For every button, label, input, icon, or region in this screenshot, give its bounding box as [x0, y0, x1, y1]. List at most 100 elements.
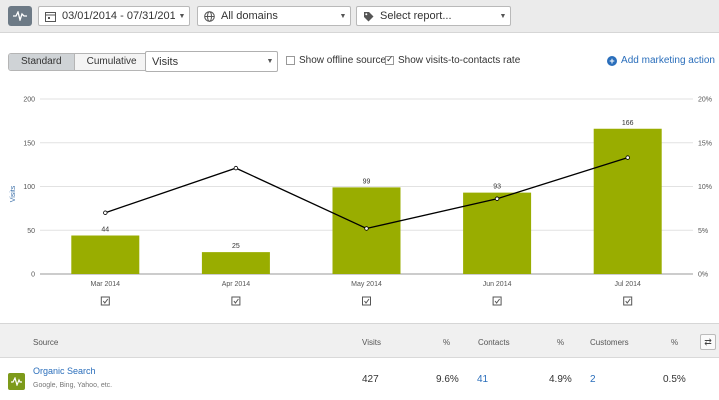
offline-sources-checkbox[interactable]: Show offline sources [286, 55, 391, 66]
y2-tick-label: 0% [698, 272, 708, 279]
calendar-check-icon [100, 296, 110, 306]
x-tick-label: Jun 2014 [483, 281, 512, 288]
bar-value-label: 99 [363, 178, 371, 185]
x-tick-label: May 2014 [351, 281, 382, 288]
swap-columns-icon[interactable]: ⇄ [700, 334, 716, 350]
contacts-link[interactable]: 41 [477, 374, 489, 385]
bar [463, 192, 532, 274]
bar [71, 235, 140, 274]
globe-icon [203, 10, 215, 22]
chevron-down-icon: ▼ [339, 12, 347, 20]
chevron-down-icon: ▼ [266, 58, 274, 65]
y2-tick-label: 5% [698, 228, 708, 235]
source-description: Google, Bing, Yahoo, etc. [33, 382, 113, 389]
metric-value: Visits [152, 55, 179, 68]
icon-frame [362, 296, 371, 306]
source-name-link[interactable]: Organic Search [33, 366, 96, 376]
add-marketing-action-label: Add marketing action [621, 55, 715, 66]
sources-table: Source Visits % Contacts % Customers % ⇄… [0, 323, 719, 400]
calendar-check-icon [362, 296, 371, 306]
plus-circle-icon: + [607, 55, 618, 66]
visits-chart: 0 50 100 150 200 0% 5% 10% 15% 20% Visits 44 25 99… [10, 97, 712, 306]
rate-point [233, 165, 239, 171]
sources-pulse-icon[interactable] [8, 6, 32, 26]
header-visits-pct[interactable]: % [443, 338, 451, 347]
customers-link[interactable]: 2 [590, 374, 596, 385]
date-range-dropdown[interactable]: 03/01/2014 - 07/31/2014 ... ▼ [38, 6, 190, 26]
standard-button[interactable]: Standard [9, 54, 75, 70]
metric-select[interactable]: Visits ▼ [145, 51, 278, 72]
checkbox-unchecked[interactable] [286, 56, 295, 65]
right-axis-ticks: 0% 5% 10% 15% 20% [698, 97, 712, 279]
left-axis-ticks: 0 50 100 150 200 [23, 97, 35, 279]
bar-series [71, 128, 662, 274]
add-marketing-action-link[interactable]: + Add marketing action [607, 55, 715, 66]
header-visits[interactable]: Visits [362, 338, 381, 347]
x-tick-label: Jul 2014 [614, 281, 641, 288]
bar-value-label: 25 [232, 243, 240, 250]
icon-frame [623, 296, 633, 306]
date-range-value: 03/01/2014 - 07/31/2014 ... [62, 10, 175, 22]
rate-point [103, 210, 108, 215]
checkbox-checked[interactable] [385, 54, 394, 65]
domains-value: All domains [221, 10, 278, 22]
visits-pct-cell: 9.6% [436, 374, 459, 385]
icon-frame [492, 296, 502, 306]
header-contacts-pct[interactable]: % [557, 338, 565, 347]
bar-data-labels: 44 25 99 93 166 [101, 120, 633, 250]
report-value: Select report... [380, 10, 452, 22]
rate-point [364, 226, 369, 231]
y2-tick-label: 20% [698, 97, 712, 104]
calendar-icon [44, 10, 56, 22]
header-source[interactable]: Source [33, 338, 59, 347]
rate-line-series [103, 155, 630, 231]
customers-pct-cell: 0.5% [663, 374, 686, 385]
icon-check [625, 298, 631, 304]
bar [201, 252, 270, 274]
x-axis-ticks: Mar 2014 Apr 2014 May 2014 Jun 2014 Jul 2014 [91, 281, 642, 288]
filter-bar: 03/01/2014 - 07/31/2014 ... ▼ All domain… [0, 0, 719, 33]
organic-search-icon [8, 373, 25, 390]
bar [593, 128, 662, 274]
bar-value-label: 166 [622, 120, 634, 127]
calendar-check-icon [623, 296, 633, 306]
visits-rate-label: Show visits-to-contacts rate [398, 55, 521, 66]
chevron-down-icon: ▼ [178, 12, 186, 20]
cumulative-button[interactable]: Cumulative [74, 54, 149, 70]
icon-check [102, 298, 109, 304]
table-header: Source Visits % Contacts % Customers % ⇄ [0, 324, 719, 358]
offline-sources-label: Show offline sources [299, 55, 392, 66]
view-mode-toggle: Standard Cumulative [8, 53, 150, 71]
y-tick-label: 200 [23, 97, 35, 104]
rate-point [625, 155, 630, 160]
y-tick-label: 100 [23, 184, 35, 191]
header-contacts[interactable]: Contacts [478, 338, 510, 347]
visits-rate-checkbox[interactable]: Show visits-to-contacts rate [385, 54, 521, 66]
y-axis-label: Visits [10, 185, 17, 202]
header-customers[interactable]: Customers [590, 338, 629, 347]
icon-frame [231, 296, 241, 306]
calendar-check-icon [492, 296, 502, 306]
header-customers-pct[interactable]: % [671, 338, 679, 347]
bar-value-label: 44 [101, 227, 109, 234]
x-tick-label: Mar 2014 [91, 281, 121, 288]
domains-dropdown[interactable]: All domains ▼ [197, 6, 351, 26]
x-tick-label: Apr 2014 [222, 281, 251, 288]
bar-value-label: 93 [493, 184, 501, 191]
icon-frame [100, 296, 110, 306]
rate-point [494, 196, 500, 201]
y-tick-label: 0 [31, 272, 35, 279]
chart-controls: Standard Cumulative Visits ▼ Show offlin… [0, 48, 719, 74]
y2-tick-label: 10% [698, 184, 712, 191]
report-dropdown[interactable]: Select report... ▼ [356, 6, 511, 26]
icon-check [233, 298, 239, 304]
y-tick-label: 50 [27, 228, 35, 235]
chevron-down-icon: ▼ [499, 12, 507, 20]
icon-check [494, 298, 501, 304]
icon-check [364, 298, 370, 304]
visits-cell: 427 [362, 374, 379, 385]
annotation-icons [100, 296, 633, 306]
y2-tick-label: 15% [698, 140, 712, 147]
table-row[interactable]: Organic Search Google, Bing, Yahoo, etc.… [0, 358, 719, 400]
calendar-check-icon [231, 296, 241, 306]
